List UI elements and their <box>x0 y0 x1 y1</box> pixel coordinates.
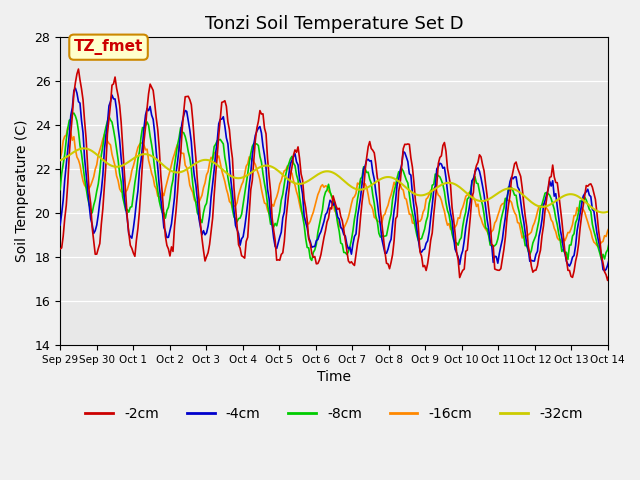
Text: TZ_fmet: TZ_fmet <box>74 39 143 55</box>
X-axis label: Time: Time <box>317 370 351 384</box>
Legend: -2cm, -4cm, -8cm, -16cm, -32cm: -2cm, -4cm, -8cm, -16cm, -32cm <box>80 401 588 426</box>
Title: Tonzi Soil Temperature Set D: Tonzi Soil Temperature Set D <box>205 15 463 33</box>
Y-axis label: Soil Temperature (C): Soil Temperature (C) <box>15 120 29 263</box>
